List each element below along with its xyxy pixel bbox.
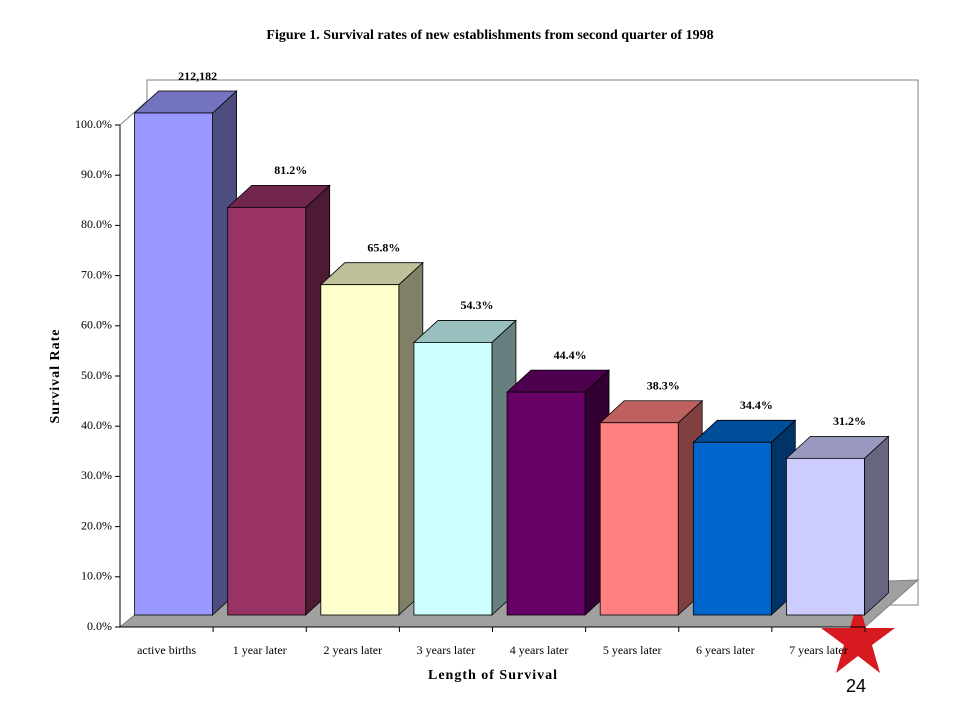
logo-star <box>821 600 895 673</box>
y-tick-label: 0.0% <box>87 619 112 633</box>
x-tick-label: 7 years later <box>789 643 848 657</box>
chart-title: Figure 1. Survival rates of new establis… <box>266 28 713 43</box>
y-tick-label: 50.0% <box>81 368 112 382</box>
x-tick-label: 5 years later <box>603 643 662 657</box>
bar <box>599 399 704 616</box>
bar-front <box>599 422 679 616</box>
bar <box>412 319 517 616</box>
y-tick-label: 10.0% <box>81 569 112 583</box>
bar-front <box>134 112 213 616</box>
y-tick-label: 100.0% <box>75 117 112 131</box>
y-tick-label: 40.0% <box>81 418 112 432</box>
x-tick-label: 2 years later <box>323 643 382 657</box>
y-tick-label: 80.0% <box>81 217 112 231</box>
bar <box>785 435 890 616</box>
x-tick-label: 3 years later <box>417 643 476 657</box>
bar-front <box>320 284 400 616</box>
bar <box>506 369 611 616</box>
bar-front <box>413 342 493 616</box>
y-tick-label: 60.0% <box>81 318 112 332</box>
value-label: 31.2% <box>833 414 866 428</box>
bar <box>319 261 424 616</box>
value-label: 54.3% <box>460 298 493 312</box>
y-axis-label: Survival Rate <box>48 328 63 423</box>
value-label: 81.2% <box>274 163 307 177</box>
value-label: 38.3% <box>647 378 680 392</box>
value-label: 34.4% <box>740 398 773 412</box>
annotation: 212,182 <box>178 69 217 83</box>
y-tick-label: 30.0% <box>81 468 112 482</box>
bar-front <box>692 441 772 616</box>
value-label: 65.8% <box>367 240 400 254</box>
x-axis-label: Length of Survival <box>428 668 558 683</box>
value-label: 44.4% <box>554 348 587 362</box>
bar-front <box>506 391 586 616</box>
x-tick-label: 4 years later <box>510 643 569 657</box>
bar-front <box>786 457 865 616</box>
x-tick-label: 1 year later <box>233 643 287 657</box>
x-tick-label: active births <box>137 643 196 657</box>
bar-side <box>864 435 889 616</box>
bar <box>133 90 238 616</box>
bar <box>226 184 331 616</box>
x-tick-label: 6 years later <box>696 643 755 657</box>
bar <box>692 419 797 616</box>
y-tick-label: 20.0% <box>81 518 112 532</box>
y-tick-label: 90.0% <box>81 167 112 181</box>
page-number: 24 <box>846 676 866 696</box>
y-tick-label: 70.0% <box>81 267 112 281</box>
bar-front <box>227 206 307 616</box>
